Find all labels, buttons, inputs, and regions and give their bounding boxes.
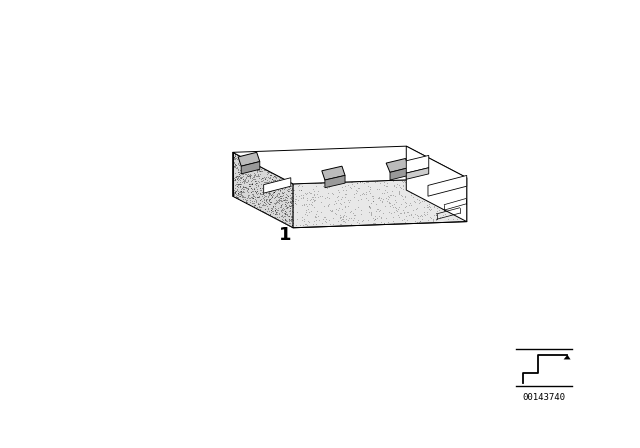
Polygon shape bbox=[325, 176, 345, 188]
Polygon shape bbox=[264, 178, 291, 193]
Polygon shape bbox=[564, 355, 571, 359]
Text: 1: 1 bbox=[279, 226, 292, 244]
Polygon shape bbox=[386, 159, 408, 172]
Polygon shape bbox=[241, 162, 260, 174]
Text: 00143740: 00143740 bbox=[523, 392, 566, 401]
Polygon shape bbox=[233, 152, 293, 228]
Polygon shape bbox=[428, 176, 467, 196]
Polygon shape bbox=[390, 168, 408, 180]
Polygon shape bbox=[293, 178, 467, 228]
Polygon shape bbox=[233, 146, 467, 184]
Polygon shape bbox=[322, 166, 345, 180]
Polygon shape bbox=[406, 168, 429, 179]
Polygon shape bbox=[406, 155, 429, 173]
Polygon shape bbox=[406, 146, 467, 222]
Polygon shape bbox=[238, 152, 260, 166]
